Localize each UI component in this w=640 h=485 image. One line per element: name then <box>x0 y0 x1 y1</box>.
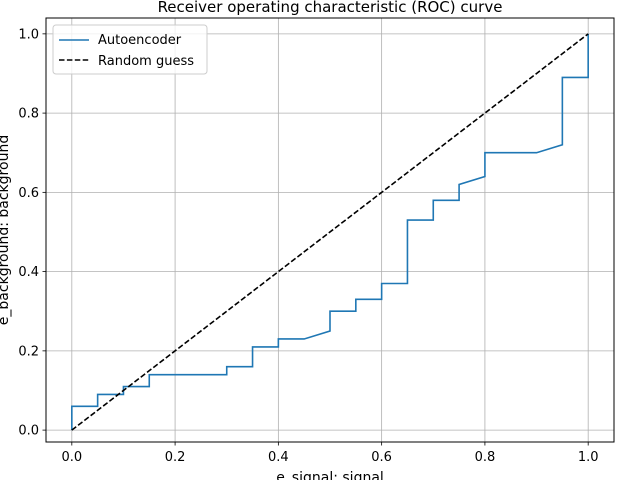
series-line-random-guess <box>71 33 589 431</box>
ticks: 0.0 0.2 0.4 0.6 0.8 1.0 0.0 0.2 0.4 0.6 0.8 1.0 <box>18 27 598 465</box>
series-line-autoencoder <box>71 33 589 431</box>
y-tick-label: 0.8 <box>18 107 39 122</box>
x-tick-label: 0.6 <box>371 450 392 465</box>
y-tick-label: 0.4 <box>18 265 39 280</box>
x-tick-label: 0.4 <box>268 450 289 465</box>
legend-label-autoencoder: Autoencoder <box>98 33 182 48</box>
y-axis-label: e_background: background <box>0 135 12 325</box>
y-tick-label: 0.6 <box>18 186 39 201</box>
legend-label-random-guess: Random guess <box>98 54 194 69</box>
series <box>71 33 589 431</box>
y-tick-label: 0.2 <box>18 344 39 359</box>
legend-box <box>52 24 208 75</box>
chart-title: Receiver operating characteristic (ROC) … <box>158 0 503 16</box>
plot-frame <box>45 17 615 443</box>
x-tick-label: 0.8 <box>475 450 496 465</box>
legend: Autoencoder Random guess <box>52 24 208 75</box>
y-tick-label: 0.0 <box>18 424 39 439</box>
x-tick-label: 0.0 <box>61 450 82 465</box>
x-axis-label: e_signal: signal <box>276 470 384 480</box>
plot-area <box>46 18 614 442</box>
y-tick-label: 1.0 <box>18 27 39 42</box>
x-tick-label: 0.2 <box>165 450 186 465</box>
x-tick-label: 1.0 <box>578 450 599 465</box>
